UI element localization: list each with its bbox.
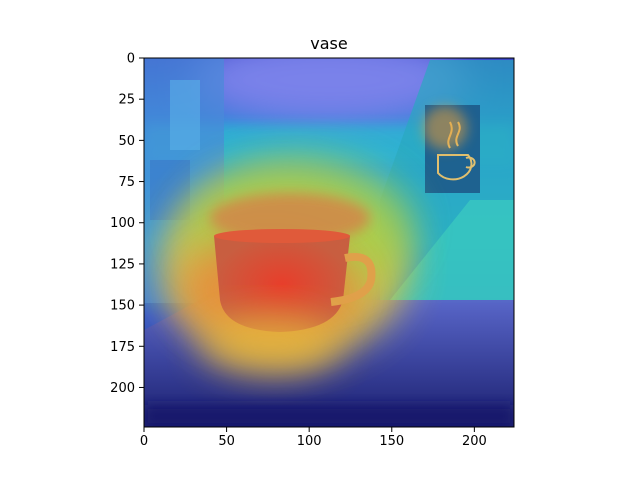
y-tick-label: 50 [118, 134, 135, 149]
x-axis: 0 50 100 150 200 [140, 427, 487, 449]
y-tick-label: 0 [127, 52, 135, 67]
cup [214, 236, 350, 332]
y-tick-label: 125 [110, 257, 135, 272]
y-tick-label: 100 [110, 216, 135, 231]
y-tick-label: 150 [110, 299, 135, 314]
cup-handle [330, 253, 376, 306]
chart-title: vase [310, 34, 347, 53]
heatmap-image [144, 58, 514, 427]
plot-frame [143, 57, 515, 428]
awning [390, 200, 514, 300]
left-building-window [170, 80, 200, 150]
heat-sign-spot [423, 106, 467, 150]
heat-under-cup [200, 315, 340, 375]
x-tick-label: 200 [462, 434, 487, 449]
y-tick-label: 75 [118, 175, 135, 190]
cafe-cup-icon [437, 154, 476, 181]
sky-region [190, 58, 470, 125]
y-tick-label: 200 [110, 381, 135, 396]
bottom-dark-band [144, 405, 514, 427]
cup-rim [214, 229, 350, 243]
y-tick-label: 25 [118, 93, 135, 108]
x-tick-label: 100 [297, 434, 322, 449]
x-tick-label: 50 [218, 434, 235, 449]
x-tick-label: 0 [140, 434, 148, 449]
x-tick-label: 150 [379, 434, 404, 449]
y-axis: 0 25 50 75 100 125 150 175 200 [110, 52, 144, 396]
y-tick-label: 175 [110, 340, 135, 355]
